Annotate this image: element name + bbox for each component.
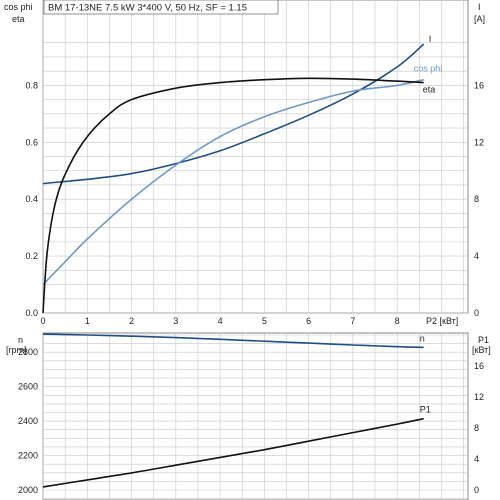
x-axis-label: P2 [кВт] <box>426 316 458 326</box>
right-tick-label: 16 <box>474 80 484 90</box>
right-tick-label: 4 <box>474 251 479 261</box>
x-tick-label: 6 <box>306 316 311 326</box>
title-box <box>43 0 279 15</box>
x-tick-label: 0 <box>40 316 45 326</box>
series-line-p1 <box>42 417 424 488</box>
left-tick-label: 0.6 <box>25 137 38 147</box>
left-tick-label: 0.4 <box>25 194 38 204</box>
x-tick-label: 3 <box>173 316 178 326</box>
series-label-i: I <box>429 34 432 44</box>
left-axis-label-line2: eta <box>12 14 25 24</box>
bottom-series-group: n P1 <box>42 333 431 488</box>
right-tick-label: 8 <box>474 194 479 204</box>
left-tick-label: 0.8 <box>25 80 38 90</box>
series-label-n: n <box>420 333 425 343</box>
bottom-grid <box>42 333 468 500</box>
x-tick-label: 8 <box>395 316 400 326</box>
x-tick-label: 5 <box>262 316 267 326</box>
series-label-cos-phi: cos phi <box>414 64 443 74</box>
x-tick-label: 7 <box>350 316 355 326</box>
p1-tick-label: 4 <box>474 454 479 464</box>
left-tick-label: 0.0 <box>25 308 38 318</box>
left-tick-label: 0.2 <box>25 251 38 261</box>
bottom-tick-labels: 2000 2200 2400 2600 2800 0 4 8 12 16 <box>18 347 484 495</box>
series-line-eta <box>42 77 424 314</box>
series-label-eta: eta <box>423 85 436 95</box>
p1-axis-label-line1: P1 <box>478 335 489 345</box>
x-tick-label: 2 <box>129 316 134 326</box>
left-axis-label-line1: cos phi <box>4 2 33 12</box>
p1-tick-label: 0 <box>474 485 479 495</box>
right-axis-label-line1: I <box>478 2 481 12</box>
p1-tick-label: 8 <box>474 423 479 433</box>
chart-title: BM 17-13NE 7.5 kW 3*400 V, 50 Hz, SF = 1… <box>48 3 247 14</box>
series-label-p1: P1 <box>420 405 431 415</box>
n-tick-label: 2200 <box>18 451 38 461</box>
series-line-cos-phi <box>42 78 424 286</box>
p1-tick-label: 12 <box>474 392 484 402</box>
x-tick-label: 4 <box>218 316 223 326</box>
series-line-n <box>42 333 424 349</box>
n-tick-label: 2600 <box>18 382 38 392</box>
right-tick-label: 12 <box>474 137 484 147</box>
p1-axis-label-line2: [кВт] <box>472 345 491 355</box>
n-tick-label: 2800 <box>18 347 38 357</box>
right-tick-label: 0 <box>474 308 479 318</box>
p1-tick-label: 16 <box>474 361 484 371</box>
n-tick-label: 2400 <box>18 416 38 426</box>
n-axis-label-line2: [rpm] <box>6 345 27 355</box>
right-axis-label-line2: [A] <box>474 14 485 24</box>
n-axis-label-line1: n <box>18 335 23 345</box>
x-tick-label: 1 <box>85 316 90 326</box>
n-tick-label: 2000 <box>18 485 38 495</box>
